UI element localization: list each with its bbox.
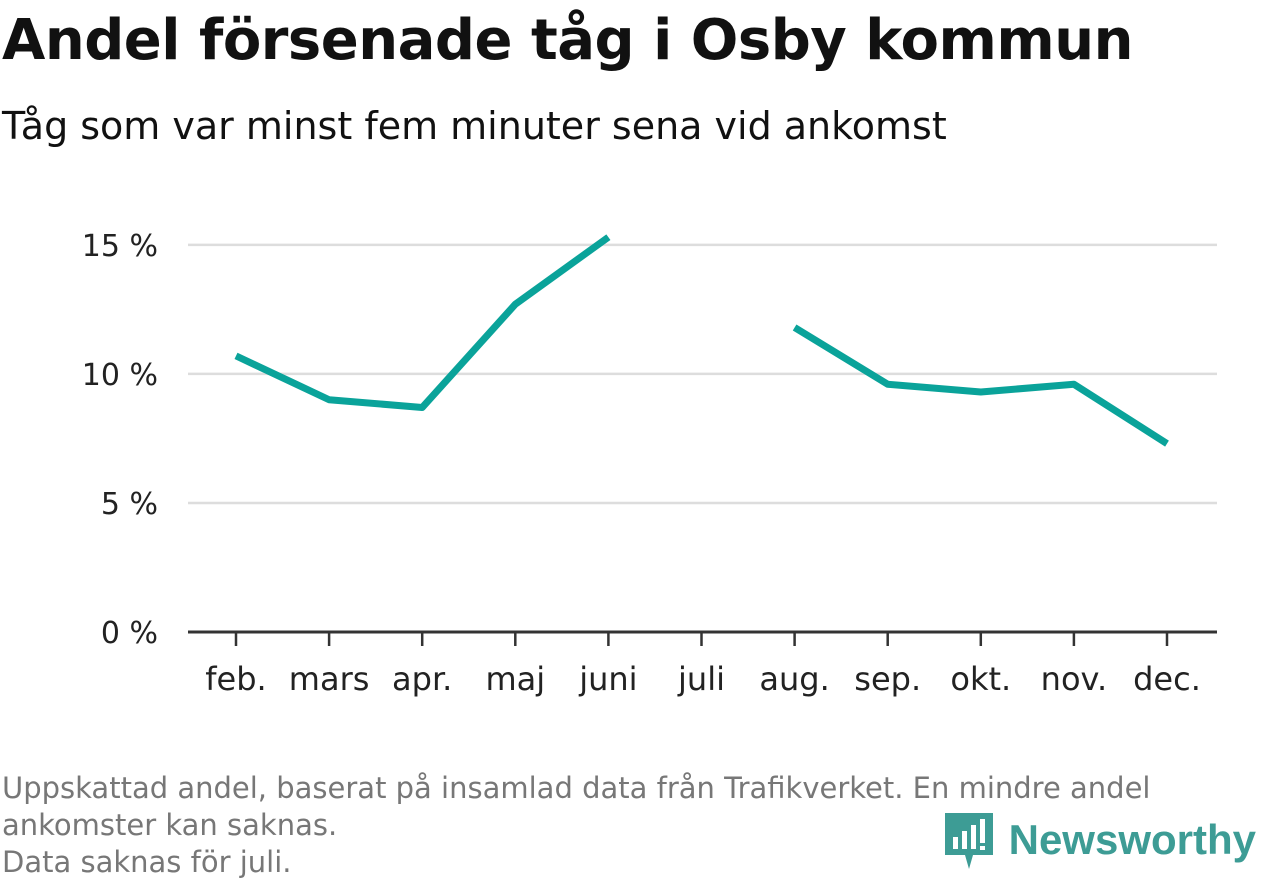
x-tick-label: mars	[289, 660, 370, 698]
series-line	[234, 234, 611, 411]
y-tick-label: 0 %	[101, 616, 158, 651]
footnote: Uppskattad andel, baserat på insamlad da…	[2, 770, 1252, 881]
chart-title: Andel försenade tåg i Osby kommun	[2, 8, 1133, 73]
footnote-line: ankomster kan saknas.	[2, 808, 338, 842]
x-tick-label: aug.	[759, 660, 829, 698]
line-chart: 0 % 5 % 10 % 15 % feb. mars apr. maj juni juli au…	[82, 229, 1217, 698]
series-lines	[234, 234, 1169, 447]
footnote-line: Uppskattad andel, baserat på insamlad da…	[2, 771, 1151, 805]
series-line	[792, 324, 1169, 447]
x-axis: feb. mars apr. maj juni juli aug. sep. okt. nov. d…	[188, 630, 1217, 698]
x-tick-label: juli	[677, 660, 725, 698]
y-tick-label: 15 %	[82, 229, 158, 264]
y-tick-label: 5 %	[101, 487, 158, 522]
footnote-line: Data saknas för juli.	[2, 845, 292, 879]
x-tick-label: nov.	[1041, 660, 1107, 698]
x-tick-label: juni	[578, 660, 637, 698]
y-axis-ticks: 0 % 5 % 10 % 15 %	[82, 229, 158, 651]
brand-logo: Newsworthy	[943, 809, 1256, 871]
x-tick-label: dec.	[1133, 660, 1201, 698]
x-tick-label: maj	[485, 660, 545, 698]
x-tick-label: sep.	[854, 660, 921, 698]
x-tick-label: apr.	[392, 660, 452, 698]
x-tick-label: feb.	[205, 660, 266, 698]
brand-name: Newsworthy	[1008, 816, 1256, 863]
x-tick-label: okt.	[950, 660, 1011, 698]
chart-subtitle: Tåg som var minst fem minuter sena vid a…	[2, 104, 947, 148]
y-tick-label: 10 %	[82, 358, 158, 393]
gridlines	[188, 243, 1217, 505]
newsworthy-logo-icon	[944, 813, 993, 869]
